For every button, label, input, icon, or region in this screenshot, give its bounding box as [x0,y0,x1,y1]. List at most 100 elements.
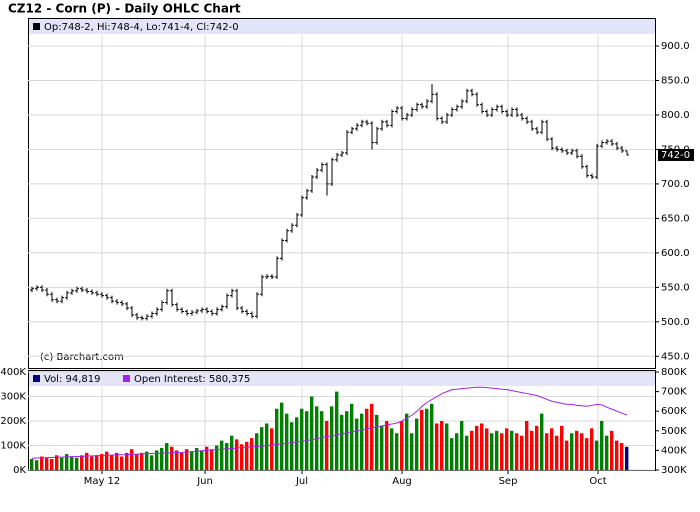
volume-bar [65,454,69,470]
volume-bar [60,457,64,470]
volume-bar [535,425,539,470]
volume-bar [500,433,504,470]
volume-legend-bar [29,371,655,386]
volume-bar [330,406,334,470]
y-tick-label: 650.0 [661,213,690,224]
volume-bar [245,441,249,470]
volume-bar [225,443,229,470]
volume-bar [220,440,224,470]
volume-bar [360,413,364,470]
volume-bar [485,428,489,470]
volume-bar [570,433,574,470]
volume-bar [620,443,624,470]
volume-bar [505,428,509,470]
volume-bar [385,421,389,470]
volume-bar [110,455,114,470]
volume-bar [235,439,239,470]
volume-bar [335,391,339,470]
volume-bar [585,438,589,470]
y2-tick-label: 300K [661,465,687,476]
x-tick-label: Oct [589,476,606,487]
volume-bar [250,438,254,470]
volume-bar [165,443,169,470]
volume-bar [85,452,89,470]
volume-bar [30,458,34,470]
volume-bar [445,423,449,470]
volume-bar [600,421,604,470]
volume-bar [135,454,139,470]
volume-bar [240,444,244,470]
x-tick-label: May 12 [84,476,121,487]
volume-bar [90,456,94,470]
legend-swatch [33,23,40,30]
legend-entry: Open Interest: 580,375 [134,374,250,385]
x-tick-label: Sep [499,476,518,487]
volume-bar [190,451,194,470]
volume-bar [555,435,559,470]
volume-bar [465,435,469,470]
volume-bar [495,430,499,470]
x-tick-label: Jul [295,476,308,487]
volume-bar [285,413,289,470]
y-tick-label: 300K [0,392,26,403]
y-tick-label: 700.0 [661,179,690,190]
volume-bar [35,460,39,470]
volume-bar [280,402,284,470]
y2-tick-label: 800K [661,367,687,378]
volume-bar [75,457,79,470]
y-tick-label: 800.0 [661,110,690,121]
volume-bar [425,408,429,470]
volume-bar [520,435,524,470]
y-tick-label: 200K [0,416,26,427]
y-tick-label: 600.0 [661,248,690,259]
volume-bar [435,423,439,470]
volume-bar [625,446,629,470]
volume-bar [405,413,409,470]
volume-bar [395,433,399,470]
volume-bar [195,447,199,470]
volume-bar [345,411,349,470]
volume-bar [230,435,234,470]
volume-bar [40,456,44,470]
x-tick-label: Jun [196,476,213,487]
y-tick-label: 850.0 [661,76,690,87]
volume-bar [120,456,124,470]
volume-bar [515,433,519,470]
y-tick-label: 500.0 [661,317,690,328]
volume-bar [295,417,299,470]
volume-bar [215,445,219,470]
legend-entry: Vol: 94,819 [44,374,101,385]
volume-bar [70,456,74,470]
volume-bar [55,455,59,470]
volume-bar [455,433,459,470]
volume-bar [440,421,444,470]
legend-swatch [33,375,40,382]
volume-bar [145,451,149,470]
volume-bar [105,451,109,470]
volume-bar [580,433,584,470]
volume-bar [160,447,164,470]
volume-bar [595,440,599,470]
volume-bar [565,440,569,470]
volume-bar [560,425,564,470]
volume-bar [525,421,529,470]
volume-bar [410,433,414,470]
last-price-label: 742-0 [661,150,690,161]
y2-tick-label: 700K [661,387,687,398]
volume-bar [420,409,424,470]
volume-bar [475,425,479,470]
volume-bar [255,433,259,470]
y-tick-label: 100K [0,441,26,452]
y-tick-label: 450.0 [661,351,690,362]
volume-bar [95,455,99,470]
volume-bar [115,452,119,470]
volume-bar [340,414,344,470]
volume-bar [415,418,419,470]
y-tick-label: 550.0 [661,282,690,293]
volume-bar [185,449,189,470]
volume-bar [270,428,274,470]
y2-tick-label: 500K [661,426,687,437]
annotation: (c) Barchart.com [40,352,124,363]
price-panel [28,18,656,369]
